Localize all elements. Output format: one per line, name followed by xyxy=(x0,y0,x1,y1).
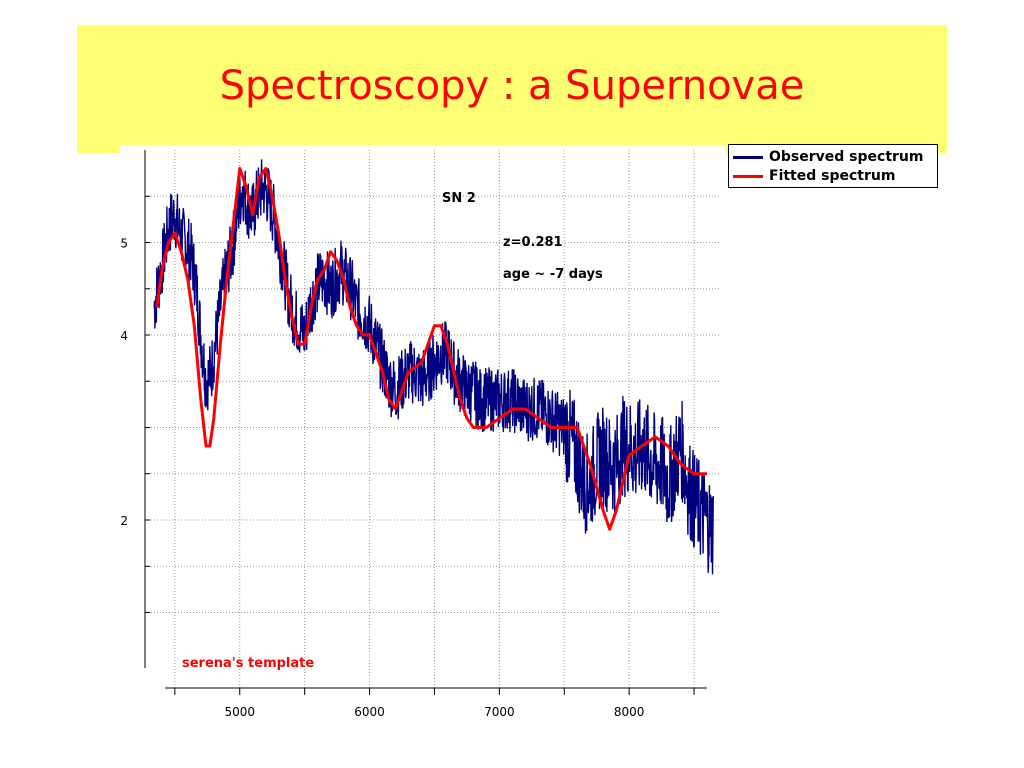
x-tick-label: 5000 xyxy=(224,705,255,719)
annotation-object: SN 2 xyxy=(442,191,476,206)
legend-item-observed: Observed spectrum xyxy=(733,148,923,166)
y-tick-label: 4 xyxy=(120,329,128,343)
x-tick-label: 7000 xyxy=(484,705,515,719)
x-tick-label: 6000 xyxy=(354,705,385,719)
legend-swatch-fitted xyxy=(733,174,763,178)
annotation-template: serena's template xyxy=(182,656,314,671)
legend-label-fitted: Fitted spectrum xyxy=(769,168,896,184)
title-banner: Spectroscopy : a Supernovae xyxy=(77,25,947,153)
annotation-redshift: z=0.281 xyxy=(503,235,563,250)
y-tick-label: 5 xyxy=(120,237,128,251)
legend: Observed spectrum Fitted spectrum xyxy=(728,144,938,188)
legend-item-fitted: Fitted spectrum xyxy=(733,167,895,185)
x-tick-label: 8000 xyxy=(614,705,645,719)
series-line-observed xyxy=(153,159,714,575)
legend-label-observed: Observed spectrum xyxy=(769,149,924,165)
slide-title: Spectroscopy : a Supernovae xyxy=(219,63,805,109)
y-tick-label: 2 xyxy=(120,514,128,528)
legend-swatch-observed xyxy=(733,155,763,159)
series-line-fitted xyxy=(155,167,707,531)
annotation-age: age ~ -7 days xyxy=(503,267,603,282)
